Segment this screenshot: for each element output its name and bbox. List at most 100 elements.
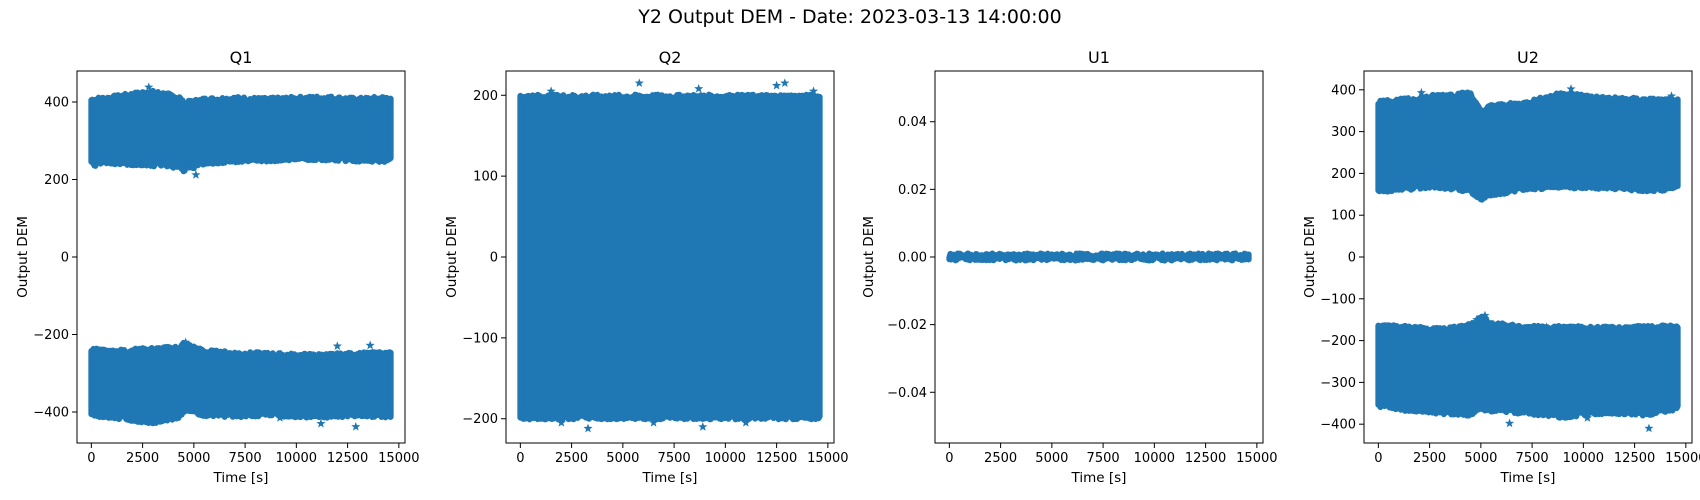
y-tick-label: 0 (1348, 251, 1356, 266)
x-tick-label: 5000 (177, 451, 210, 466)
y-tick-label: 200 (473, 89, 498, 104)
y-axis-label: Output DEM (1302, 216, 1318, 298)
subplot-title: Q1 (230, 48, 253, 67)
x-tick-label: 0 (87, 451, 95, 466)
figure-suptitle: Y2 Output DEM - Date: 2023-03-13 14:00:0… (638, 6, 1062, 28)
x-tick-label: 12500 (1185, 451, 1226, 466)
x-tick-label: 12500 (327, 451, 368, 466)
x-axis-label: Time [s] (213, 470, 269, 486)
data-point-star (741, 417, 751, 427)
x-tick-label: 2500 (126, 451, 159, 466)
data-point-star (649, 417, 659, 427)
data-point-star (772, 80, 782, 90)
data-point-star (1644, 423, 1654, 433)
x-tick-label: 0 (1374, 451, 1382, 466)
plot-area (88, 82, 394, 431)
data-point-star (1416, 87, 1426, 97)
y-axis-label: Output DEM (15, 216, 31, 298)
y-tick-label: 400 (1331, 83, 1356, 98)
y-tick-label: 100 (473, 170, 498, 185)
y-tick-label: 400 (44, 96, 69, 111)
data-band-2 (88, 339, 394, 427)
data-band-2 (1375, 313, 1681, 421)
y-tick-label: 0 (61, 251, 69, 266)
x-tick-label: 10000 (276, 451, 317, 466)
y-axis-label: Output DEM (861, 216, 877, 298)
y-tick-label: 200 (1331, 167, 1356, 182)
subplot-u1: 0 2500 5000 7500 10000 12500 15000 −0.04 −0.02 0.… (861, 48, 1278, 486)
data-point-star (1480, 310, 1490, 320)
y-tick-label: 0.00 (898, 251, 927, 266)
data-point-star (1541, 322, 1552, 332)
x-tick-label: 15000 (807, 451, 848, 466)
subplot-title: U2 (1517, 48, 1539, 67)
data-point-star (332, 341, 342, 351)
y-tick-label: −100 (462, 331, 498, 346)
y-tick-label: −0.04 (887, 386, 927, 401)
x-tick-label: 0 (945, 451, 953, 466)
data-point-star (546, 86, 556, 96)
data-point-star (191, 170, 201, 179)
x-tick-label: 5000 (606, 451, 639, 466)
x-tick-label: 5000 (1464, 451, 1497, 466)
y-tick-label: −400 (33, 406, 69, 421)
y-tick-label: −200 (462, 412, 498, 427)
x-tick-label: 10000 (1563, 451, 1604, 466)
x-tick-label: 10000 (705, 451, 746, 466)
data-point-star (1504, 418, 1515, 428)
x-tick-label: 10000 (1134, 451, 1175, 466)
x-tick-label: 2500 (555, 451, 588, 466)
data-point-star (780, 78, 790, 88)
data-point-star (144, 82, 154, 92)
data-point-star (634, 78, 644, 88)
x-tick-label: 7500 (229, 451, 262, 466)
data-point-star (183, 159, 193, 168)
y-tick-label: −400 (1320, 418, 1356, 433)
subplot-u2: 0 2500 5000 7500 10000 12500 15000 −400 −300 −200… (1302, 48, 1700, 486)
x-tick-label: 0 (516, 451, 524, 466)
x-tick-label: 7500 (1087, 451, 1120, 466)
data-point-star (275, 413, 285, 422)
x-tick-label: 15000 (378, 451, 419, 466)
x-tick-label: 7500 (658, 451, 691, 466)
y-tick-label: 200 (44, 173, 69, 188)
y-axis-label: Output DEM (444, 216, 460, 298)
x-axis-label: Time [s] (642, 470, 698, 486)
data-point-star (349, 149, 359, 159)
data-point-star (365, 340, 375, 350)
x-tick-label: 2500 (984, 451, 1017, 466)
y-tick-label: −0.02 (887, 318, 927, 333)
x-axis-label: Time [s] (1071, 470, 1127, 486)
subplot-q2: 0 2500 5000 7500 10000 12500 15000 −200 −100 0 100… (444, 48, 849, 486)
y-tick-label: 0 (490, 251, 498, 266)
y-tick-label: −200 (1320, 334, 1356, 349)
x-tick-label: 12500 (1614, 451, 1655, 466)
x-tick-label: 5000 (1035, 451, 1068, 466)
plot-area (946, 250, 1252, 264)
subplot-title: U1 (1088, 48, 1110, 67)
plot-area (1375, 84, 1681, 433)
data-point-star (694, 83, 704, 93)
y-tick-label: −200 (33, 328, 69, 343)
subplot-title: Q2 (659, 48, 682, 67)
x-tick-label: 12500 (756, 451, 797, 466)
data-band-1 (1375, 89, 1681, 203)
y-tick-label: 0.04 (898, 115, 927, 130)
data-point-star (1472, 314, 1482, 324)
data-point-star (1582, 413, 1593, 422)
data-point-star (808, 86, 819, 96)
data-point-star (1666, 91, 1677, 100)
data-point-star (181, 337, 191, 347)
data-point-star (1478, 108, 1488, 117)
y-tick-label: 100 (1331, 209, 1356, 224)
y-tick-label: 300 (1331, 125, 1356, 140)
data-point-star (556, 417, 566, 427)
plot-area (517, 78, 823, 433)
x-tick-label: 2500 (1413, 451, 1446, 466)
y-tick-label: −100 (1320, 292, 1356, 307)
data-band-1 (946, 250, 1252, 264)
data-point-star (698, 422, 708, 431)
y-tick-label: −300 (1320, 376, 1356, 391)
